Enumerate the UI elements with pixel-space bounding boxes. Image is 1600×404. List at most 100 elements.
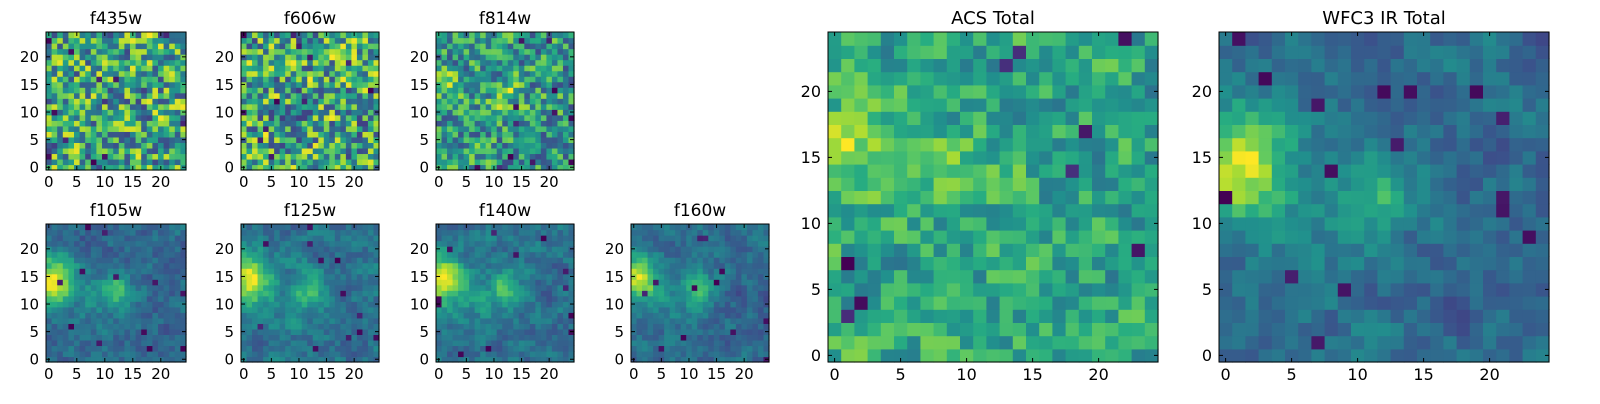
- heatmap-cell: [986, 309, 1000, 323]
- heatmap-cell: [741, 312, 747, 318]
- heatmap-cell: [447, 241, 453, 247]
- heatmap-cell: [80, 76, 86, 82]
- heatmap-cell: [285, 49, 291, 55]
- heatmap-cell: [269, 340, 275, 346]
- heatmap-cell: [442, 38, 448, 44]
- heatmap-cell: [368, 32, 374, 38]
- heatmap-cell: [524, 126, 530, 132]
- heatmap-cell: [346, 82, 352, 88]
- heatmap-cell: [136, 329, 142, 335]
- heatmap-cell: [147, 290, 153, 296]
- heatmap-cell: [340, 109, 346, 115]
- heatmap-cell: [557, 351, 563, 357]
- heatmap-cell: [346, 263, 352, 269]
- heatmap-cell: [351, 49, 357, 55]
- heatmap-cell: [351, 323, 357, 329]
- heatmap-cell: [258, 32, 264, 38]
- heatmap-cell: [741, 351, 747, 357]
- heatmap-cell: [480, 126, 486, 132]
- heatmap-cell: [486, 109, 492, 115]
- heatmap-cell: [747, 307, 753, 313]
- heatmap-cell: [552, 290, 558, 296]
- heatmap-cell: [247, 115, 253, 121]
- heatmap-cell: [318, 230, 324, 236]
- heatmap-cell: [563, 65, 569, 71]
- heatmap-cell: [91, 340, 97, 346]
- heatmap-cell: [241, 279, 247, 285]
- heatmap-cell: [113, 54, 119, 60]
- heatmap-cell: [291, 312, 297, 318]
- heatmap-cell: [80, 159, 86, 165]
- heatmap-cell: [714, 268, 720, 274]
- heatmap-cell: [703, 345, 709, 351]
- heatmap-cell: [285, 323, 291, 329]
- heatmap-cell: [475, 224, 481, 230]
- heatmap-cell: [247, 60, 253, 66]
- heatmap-cell: [1052, 336, 1066, 350]
- heatmap-cell: [708, 285, 714, 291]
- heatmap-cell: [102, 340, 108, 346]
- heatmap-cell: [535, 98, 541, 104]
- heatmap-cell: [318, 301, 324, 307]
- heatmap-cell: [164, 351, 170, 357]
- heatmap-cell: [291, 241, 297, 247]
- heatmap-cell: [447, 76, 453, 82]
- heatmap-cell: [563, 224, 569, 230]
- heatmap-cell: [1092, 217, 1106, 231]
- heatmap-cell: [357, 137, 363, 143]
- heatmap-cell: [247, 32, 253, 38]
- heatmap-cell: [508, 49, 514, 55]
- heatmap-cell: [535, 351, 541, 357]
- heatmap-cell: [274, 351, 280, 357]
- heatmap-cell: [475, 334, 481, 340]
- heatmap-cell: [368, 329, 374, 335]
- heatmap-cell: [841, 230, 855, 244]
- heatmap-cell: [113, 263, 119, 269]
- heatmap-cell: [258, 241, 264, 247]
- heatmap-cell: [1013, 309, 1027, 323]
- heatmap-cell: [46, 148, 52, 154]
- heatmap-cell: [119, 301, 125, 307]
- heatmap-cell: [258, 115, 264, 121]
- heatmap-cell: [758, 312, 764, 318]
- heatmap-cell: [703, 307, 709, 313]
- heatmap-cell: [269, 65, 275, 71]
- heatmap-cell: [119, 235, 125, 241]
- heatmap-cell: [357, 153, 363, 159]
- heatmap-cell: [119, 153, 125, 159]
- heatmap-cells: [631, 224, 770, 363]
- heatmap-cell: [108, 257, 114, 263]
- heatmap-cell: [91, 159, 97, 165]
- heatmap-cell: [263, 334, 269, 340]
- heatmap-cell: [63, 279, 69, 285]
- heatmap-cell: [313, 87, 319, 93]
- heatmap-cell: [741, 246, 747, 252]
- heatmap-cell: [491, 307, 497, 313]
- heatmap-cell: [692, 279, 698, 285]
- heatmap-cell: [642, 296, 648, 302]
- heatmap-cell: [241, 318, 247, 324]
- heatmap-cell: [52, 38, 58, 44]
- heatmap-cell: [664, 274, 670, 280]
- heatmap-cell: [108, 87, 114, 93]
- heatmap-cell: [973, 322, 987, 336]
- heatmap-cell: [535, 301, 541, 307]
- heatmap-cell: [324, 131, 330, 137]
- heatmap-cell: [552, 340, 558, 346]
- heatmap-cell: [502, 98, 508, 104]
- heatmap-cell: [164, 268, 170, 274]
- heatmap-cell: [973, 256, 987, 270]
- heatmap-cell: [130, 345, 136, 351]
- heatmap-cell: [147, 71, 153, 77]
- heatmap-cell: [752, 246, 758, 252]
- heatmap-cell: [535, 126, 541, 132]
- heatmap-cell: [113, 93, 119, 99]
- heatmap-cell: [130, 153, 136, 159]
- heatmap-cell: [247, 142, 253, 148]
- heatmap-cell: [563, 115, 569, 121]
- heatmap-cell: [80, 148, 86, 154]
- heatmap-cell: [175, 120, 181, 126]
- heatmap-cell: [340, 120, 346, 126]
- heatmap-cell: [497, 98, 503, 104]
